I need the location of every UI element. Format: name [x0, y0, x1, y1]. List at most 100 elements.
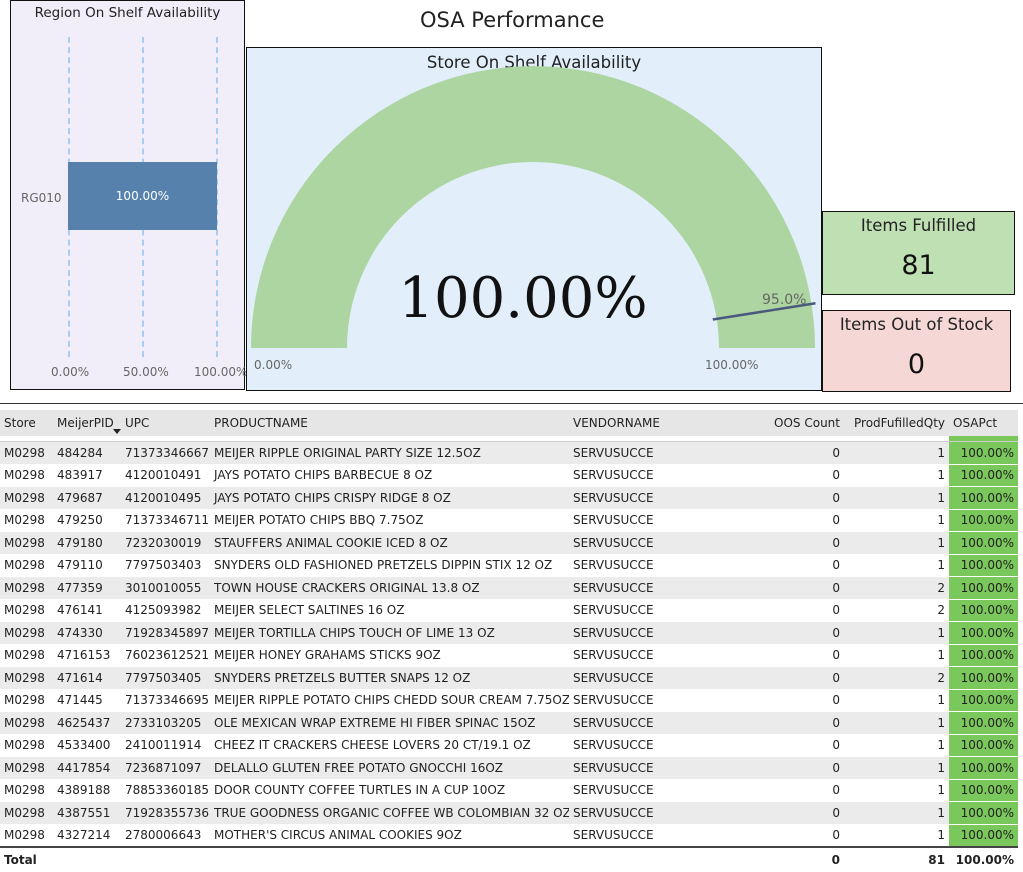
table-row[interactable]: M0298 483917 4120010491 JAYS POTATO CHIPS B…: [0, 464, 1018, 487]
cell-productname: SNYDERS OLD FASHIONED PRETZELS DIPPIN ST…: [210, 554, 569, 577]
table-row[interactable]: M0298 4389188 78853360185 DOOR COUNTY COFFE…: [0, 779, 1018, 802]
cell-oos-count: 0: [739, 554, 844, 577]
table-row[interactable]: M0298 4533400 2410011914 CHEEZ IT CRACKERS …: [0, 734, 1018, 757]
col-header-vendorname[interactable]: VENDORNAME: [569, 410, 739, 436]
cell-prod-fulfilled-qty: 1: [844, 531, 949, 554]
cell-osapct: 100.00%: [949, 824, 1018, 848]
cell-store: M0298: [0, 824, 53, 847]
cell-meijerpid: 479250: [53, 509, 121, 532]
cell-prod-fulfilled-qty: 1: [844, 621, 949, 644]
cell-oos-count: 0: [739, 801, 844, 824]
col-header-prod-fulfilled-qty[interactable]: ProdFufilledQty: [844, 410, 949, 436]
cell-vendorname: SERVUSUCCE: [569, 644, 739, 667]
cell-upc: 4120010491: [121, 464, 210, 487]
cell-osapct: 100.00%: [949, 756, 1018, 780]
cell-upc: 7797503403: [121, 554, 210, 577]
cell-osapct: 100.00%: [949, 711, 1018, 735]
cell-productname: MEIJER SELECT SALTINES 16 OZ: [210, 599, 569, 622]
cell-store: M0298: [0, 486, 53, 509]
cell-oos-count: 0: [739, 666, 844, 689]
col-header-upc[interactable]: UPC: [121, 410, 210, 436]
table-row[interactable]: M0298 4387551 71928355736 TRUE GOODNESS ORG…: [0, 801, 1018, 825]
col-header-store[interactable]: Store: [0, 410, 53, 436]
cell-productname: SNYDERS PRETZELS BUTTER SNAPS 12 OZ: [210, 666, 569, 689]
region-osa-chart[interactable]: Region On Shelf Availability RG010 100.0…: [10, 0, 247, 390]
sort-descending-icon: [113, 429, 121, 434]
gauge-value: 100.00%: [398, 266, 648, 331]
cell-meijerpid: 483917: [53, 464, 121, 487]
col-header-oos-count[interactable]: OOS Count: [739, 410, 844, 436]
cell-vendorname: SERVUSUCCE: [569, 689, 739, 712]
cell-upc: 2410011914: [121, 734, 210, 757]
cell-store: M0298: [0, 531, 53, 554]
cell-vendorname: SERVUSUCCE: [569, 621, 739, 644]
table-row[interactable]: M0298 484284 71373346667 MEIJER RIPPLE ORIG…: [0, 441, 1018, 465]
table-row[interactable]: M0298 4716153 76023612521 MEIJER HONEY GRAH…: [0, 644, 1018, 667]
cell-osapct: 100.00%: [949, 621, 1018, 645]
table-row[interactable]: M0298 474330 71928345897 MEIJER TORTILLA CH…: [0, 621, 1018, 645]
cell-vendorname: SERVUSUCCE: [569, 824, 739, 847]
cell-meijerpid: 479110: [53, 554, 121, 577]
cell-osapct: 100.00%: [949, 644, 1018, 667]
cell-store: M0298: [0, 644, 53, 667]
cell-upc: 71373346711: [121, 509, 210, 532]
cell-upc: 7797503405: [121, 666, 210, 689]
gauge-target-marker: [712, 302, 816, 321]
cell-osapct: 100.00%: [949, 779, 1018, 802]
cell-upc: 4120010495: [121, 486, 210, 509]
table-row[interactable]: M0298 476141 4125093982 MEIJER SELECT SALTI…: [0, 599, 1018, 622]
cell-vendorname: SERVUSUCCE: [569, 756, 739, 779]
table-row[interactable]: M0298 471445 71373346695 MEIJER RIPPLE POTA…: [0, 689, 1018, 712]
gauge-target-label: 95.0%: [762, 292, 807, 308]
items-out-of-stock-card[interactable]: Items Out of Stock 0: [822, 310, 1011, 392]
cell-vendorname: SERVUSUCCE: [569, 711, 739, 734]
page-title: OSA Performance: [420, 8, 605, 32]
cell-oos-count: 0: [739, 779, 844, 802]
cell-store: M0298: [0, 756, 53, 779]
store-osa-gauge[interactable]: Store On Shelf Availability 100.00% 0.00…: [246, 47, 822, 391]
cell-oos-count: 0: [739, 756, 844, 779]
table-row[interactable]: M0298 479687 4120010495 JAYS POTATO CHIPS C…: [0, 486, 1018, 510]
table-row[interactable]: M0298 471614 7797503405 SNYDERS PRETZELS BU…: [0, 666, 1018, 690]
cell-osapct: 100.00%: [949, 441, 1018, 465]
table-row[interactable]: M0298 4417854 7236871097 DELALLO GLUTEN FRE…: [0, 756, 1018, 780]
cell-prod-fulfilled-qty: 1: [844, 801, 949, 824]
cell-vendorname: SERVUSUCCE: [569, 576, 739, 599]
table-row[interactable]: M0298 4327214 2780006643 MOTHER'S CIRCUS AN…: [0, 824, 1018, 848]
col-header-meijerpid[interactable]: MeijerPID: [53, 410, 121, 436]
cell-oos-count: 0: [739, 441, 844, 464]
cell-oos-count: 0: [739, 689, 844, 712]
cell-prod-fulfilled-qty: 2: [844, 666, 949, 689]
cell-osapct: 100.00%: [949, 801, 1018, 825]
col-header-osapct[interactable]: OSAPct: [949, 410, 1018, 436]
table-row[interactable]: M0298 4625437 2733103205 OLE MEXICAN WRAP E…: [0, 711, 1018, 735]
cell-productname: MEIJER RIPPLE ORIGINAL PARTY SIZE 12.5OZ: [210, 441, 569, 464]
table-row[interactable]: M0298 479110 7797503403 SNYDERS OLD FASHION…: [0, 554, 1018, 577]
region-bar-rg010[interactable]: 100.00%: [68, 162, 217, 230]
items-out-of-stock-value: 0: [907, 349, 926, 380]
cell-vendorname: SERVUSUCCE: [569, 554, 739, 577]
cell-upc: 71928355736: [121, 801, 210, 824]
cell-meijerpid: 4327214: [53, 824, 121, 847]
col-header-productname[interactable]: PRODUCTNAME: [210, 410, 569, 436]
gauge-arc-svg: [251, 66, 816, 348]
region-bar-data-label: 100.00%: [115, 189, 170, 203]
table-row[interactable]: M0298 477359 3010010055 TOWN HOUSE CRACKERS…: [0, 576, 1018, 600]
cell-store: M0298: [0, 689, 53, 712]
items-fulfilled-card[interactable]: Items Fulfilled 81: [822, 211, 1015, 295]
cell-oos-count: 0: [739, 734, 844, 757]
cell-store: M0298: [0, 554, 53, 577]
cell-productname: MEIJER HONEY GRAHAMS STICKS 9OZ: [210, 644, 569, 667]
osa-table[interactable]: Store MeijerPID UPC PRODUCTNAME VENDORNA…: [0, 410, 1018, 872]
cell-meijerpid: 484284: [53, 441, 121, 464]
gauge-max-label: 100.00%: [705, 358, 759, 372]
cell-store: M0298: [0, 801, 53, 824]
cell-productname: TOWN HOUSE CRACKERS ORIGINAL 13.8 OZ: [210, 576, 569, 599]
table-row[interactable]: M0298 479180 7232030019 STAUFFERS ANIMAL CO…: [0, 531, 1018, 555]
table-row[interactable]: M0298 479250 71373346711 MEIJER POTATO CHIP…: [0, 509, 1018, 532]
cell-vendorname: SERVUSUCCE: [569, 531, 739, 554]
cell-prod-fulfilled-qty: 1: [844, 486, 949, 509]
cell-productname: OLE MEXICAN WRAP EXTREME HI FIBER SPINAC…: [210, 711, 569, 734]
cell-oos-count: 0: [739, 644, 844, 667]
cell-vendorname: SERVUSUCCE: [569, 779, 739, 802]
